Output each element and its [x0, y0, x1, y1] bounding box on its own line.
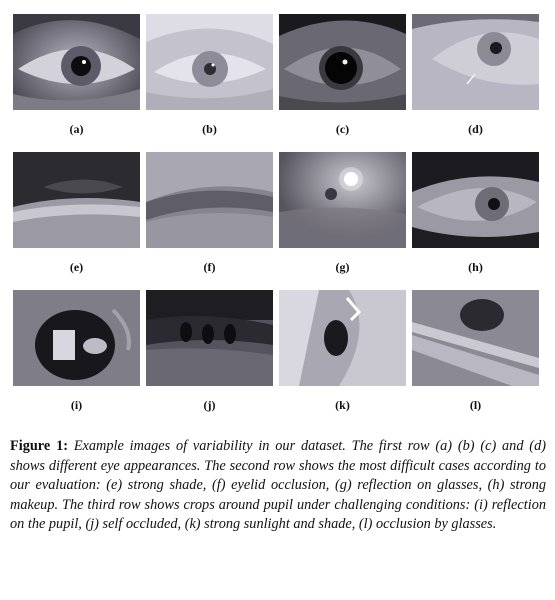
- eye-image-l: [412, 290, 539, 386]
- panel-b: (b): [146, 14, 273, 146]
- panel-label: (h): [468, 260, 483, 274]
- eye-image-e: [13, 152, 140, 248]
- panel-a: (a): [13, 14, 140, 146]
- panel-label: (i): [70, 398, 83, 412]
- eye-image-j: [146, 290, 273, 386]
- panel-j: (j): [146, 290, 273, 422]
- eye-photo-e: [13, 152, 140, 248]
- eye-photo-f: [146, 152, 273, 248]
- panel-i: (i): [13, 290, 140, 422]
- eye-image-d: [412, 14, 539, 110]
- panel-l: (l): [412, 290, 539, 422]
- eye-image-c: [279, 14, 406, 110]
- figure-label: Figure 1:: [10, 438, 68, 454]
- panel-e: (e): [13, 152, 140, 284]
- panel-label: (j): [203, 398, 216, 412]
- eye-photo-j: [146, 290, 273, 386]
- figure-row-2: (e) (f): [13, 152, 543, 284]
- eye-photo-k: [279, 290, 406, 386]
- eye-image-h: [412, 152, 539, 248]
- eye-image-f: [146, 152, 273, 248]
- eye-photo-i: [13, 290, 140, 386]
- eye-image-k: [279, 290, 406, 386]
- figure-grid: (a) (b): [13, 14, 543, 428]
- eye-image-a: [13, 14, 140, 110]
- panel-label: (b): [202, 122, 217, 136]
- eye-photo-d: [412, 14, 539, 110]
- eye-photo-h: [412, 152, 539, 248]
- eye-image-b: [146, 14, 273, 110]
- eye-image-i: [13, 290, 140, 386]
- panel-label: (e): [69, 260, 84, 274]
- eye-photo-l: [412, 290, 539, 386]
- panel-label: (d): [468, 122, 483, 136]
- panel-label: (k): [335, 398, 350, 412]
- eye-photo-b: [146, 14, 273, 110]
- panel-label: (a): [69, 122, 84, 136]
- panel-f: (f): [146, 152, 273, 284]
- panel-label: (l): [469, 398, 482, 412]
- figure-row-3: (i) (j): [13, 290, 543, 422]
- panel-k: (k): [279, 290, 406, 422]
- figure-row-1: (a) (b): [13, 14, 543, 146]
- eye-image-g: [279, 152, 406, 248]
- panel-label: (c): [335, 122, 350, 136]
- panel-label: (f): [203, 260, 216, 274]
- panel-h: (h): [412, 152, 539, 284]
- eye-photo-g: [279, 152, 406, 248]
- panel-c: (c): [279, 14, 406, 146]
- caption-text: Example images of variability in our dat…: [10, 438, 546, 532]
- panel-d: (d): [412, 14, 539, 146]
- eye-photo-a: [13, 14, 140, 110]
- eye-photo-c: [279, 14, 406, 110]
- panel-label: (g): [335, 260, 350, 274]
- panel-g: (g): [279, 152, 406, 284]
- figure-caption: Figure 1: Example images of variability …: [10, 437, 546, 535]
